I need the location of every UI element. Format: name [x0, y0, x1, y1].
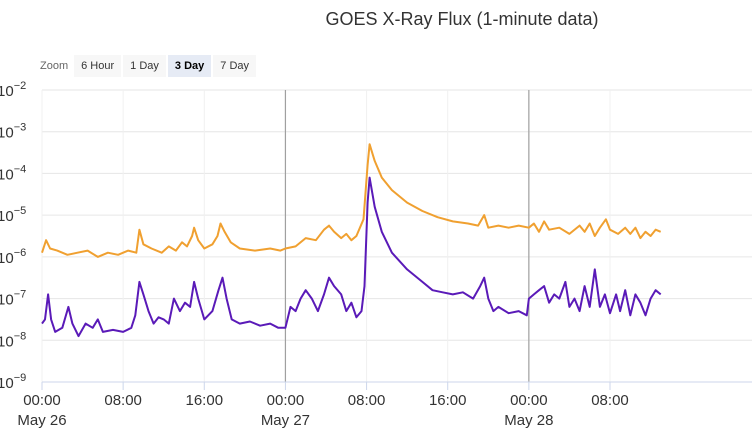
series-lines — [41, 143, 662, 338]
y-tick-label: 10−9 — [0, 372, 26, 392]
x-tick-date-label: May 26 — [17, 412, 66, 429]
gridlines — [41, 89, 752, 383]
zoom-label: Zoom — [40, 60, 69, 72]
x-tick-time-label: 00:00 — [23, 392, 61, 409]
day-boundary-lines — [284, 90, 530, 382]
y-axis: 10−2 10−3 10−4 10−5 10−6 10−7 10−8 10−9 — [0, 80, 26, 392]
chart-title: GOES X-Ray Flux (1-minute data) — [325, 9, 599, 29]
y-tick-label: 10−3 — [0, 122, 26, 142]
x-tick-time-label: 00:00 — [510, 392, 548, 409]
y-tick-label: 10−4 — [0, 163, 26, 183]
y-tick-label: 10−2 — [0, 80, 26, 100]
x-tick-date-label: May 27 — [261, 412, 310, 429]
x-tick-time-label: 08:00 — [348, 392, 386, 409]
y-tick-label: 10−8 — [0, 330, 26, 350]
x-tick-time-label: 08:00 — [591, 392, 629, 409]
y-tick-label: 10−6 — [0, 247, 26, 267]
x-tick-time-label: 08:00 — [104, 392, 142, 409]
y-tick-label: 10−5 — [0, 205, 26, 225]
x-tick-date-label: May 28 — [504, 412, 553, 429]
zoom-3-day-button[interactable]: 3 Day — [167, 55, 212, 77]
x-axis: 00:00 May 26 08:00 16:00 00:00 May 27 08:00 16:… — [17, 381, 752, 429]
y-tick-label: 10−7 — [0, 289, 26, 309]
zoom-6-hour-button[interactable]: 6 Hour — [74, 55, 122, 77]
series-line-0 — [41, 143, 662, 258]
x-tick-time-label: 16:00 — [186, 392, 224, 409]
x-tick-time-label: 00:00 — [267, 392, 305, 409]
zoom-bar: Zoom 6 Hour 1 Day 3 Day 7 Day — [40, 55, 258, 77]
x-tick-time-label: 16:00 — [429, 392, 467, 409]
series-line-1 — [41, 176, 662, 338]
zoom-7-day-button[interactable]: 7 Day — [213, 55, 257, 77]
zoom-1-day-button[interactable]: 1 Day — [123, 55, 166, 77]
